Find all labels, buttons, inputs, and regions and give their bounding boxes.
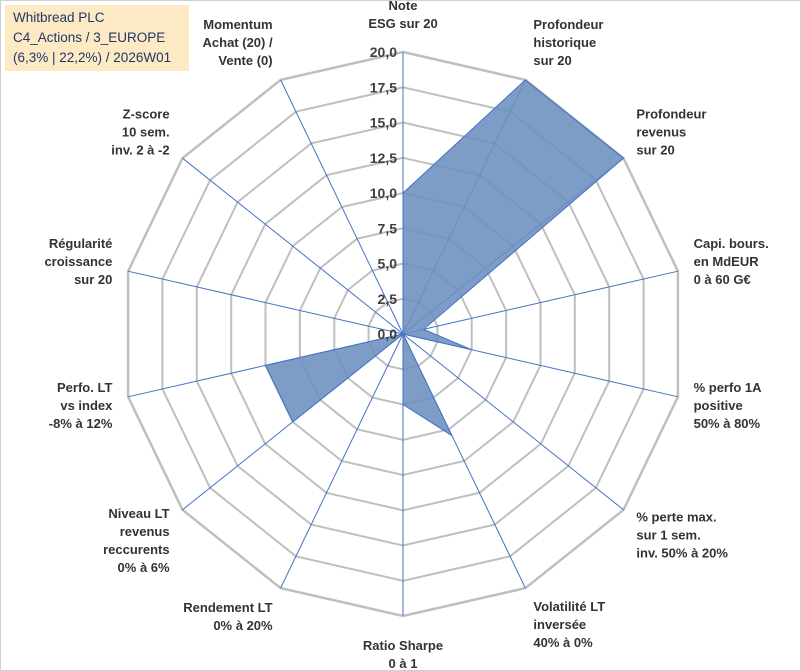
axis-label-line: sur 20 <box>636 143 674 158</box>
radar-series <box>264 79 625 437</box>
title-stats: (6,3% | 22,2%) / 2026W01 <box>13 50 172 65</box>
axis-label-line: Profondeur <box>533 17 603 32</box>
radial-tick-labels: 0,0 2,5 5,0 7,5 10,0 12,5 15,0 17,5 20,0 <box>370 44 397 342</box>
axis-label-line: revenus <box>120 524 170 539</box>
axis-label-line: revenus <box>636 125 686 140</box>
axis-label: Z-score 10 sem. inv. 2 à -2 <box>111 107 169 158</box>
tick-label: 7,5 <box>378 220 398 236</box>
axis-label-line: -8% à 12% <box>49 416 113 431</box>
axis-label: Rendement LT 0% à 20% <box>183 600 273 633</box>
tick-label: 15,0 <box>370 115 397 131</box>
axis-label-line: en MdEUR <box>694 254 760 269</box>
axis-label-line: % perfo 1A <box>694 380 763 395</box>
axis-label-line: inv. 2 à -2 <box>111 143 169 158</box>
axis-label-line: reccurents <box>103 542 169 557</box>
tick-label: 17,5 <box>370 79 397 95</box>
axis-label-line: croissance <box>44 254 112 269</box>
axis-label-line: 0 à 60 G€ <box>694 272 751 287</box>
title-company: Whitbread PLC <box>13 10 105 25</box>
axis-label: % perte max. sur 1 sem. inv. 50% à 20% <box>636 509 728 560</box>
axis-label-line: ESG sur 20 <box>368 16 437 31</box>
axis-label-line: Momentum <box>203 17 272 32</box>
axis-label-line: Vente (0) <box>218 53 272 68</box>
axis-label-line: Achat (20) / <box>203 35 273 50</box>
axis-spoke <box>402 270 679 335</box>
axis-label: Momentum Achat (20) / Vente (0) <box>203 17 273 68</box>
axis-label: Ratio Sharpe 0 à 1 <box>363 638 443 671</box>
tick-label: 2,5 <box>378 291 398 307</box>
axis-labels: Note ESG sur 20 Profondeur historique sur 20… <box>44 0 768 671</box>
title-category: C4_Actions / 3_EUROPE <box>13 30 166 45</box>
axis-label: Niveau LT revenus reccurents 0% à 6% <box>103 506 170 575</box>
axis-label-line: Note <box>389 0 418 13</box>
axis-label: Perfo. LT vs index -8% à 12% <box>49 380 113 431</box>
axis-label: Profondeur revenus sur 20 <box>636 107 706 158</box>
chart-title-box: Whitbread PLC C4_Actions / 3_EUROPE (6,3… <box>5 5 189 71</box>
axis-label-line: % perte max. <box>636 509 716 524</box>
axis-label-line: Volatilité LT <box>533 599 605 614</box>
axis-spoke <box>127 270 404 335</box>
axis-label-line: 50% à 80% <box>694 416 761 431</box>
axis-label-line: inversée <box>533 617 586 632</box>
tick-label: 20,0 <box>370 44 397 60</box>
axis-label-line: positive <box>694 398 743 413</box>
axis-label-line: historique <box>533 35 596 50</box>
axis-label-line: sur 20 <box>74 272 112 287</box>
axis-label-line: Profondeur <box>636 107 706 122</box>
axis-label-line: 0% à 6% <box>118 560 170 575</box>
axis-label: Note ESG sur 20 <box>368 0 437 31</box>
axis-label: Capi. bours. en MdEUR 0 à 60 G€ <box>694 236 769 287</box>
axis-label-line: Capi. bours. <box>694 236 769 251</box>
axis-label-line: Ratio Sharpe <box>363 638 443 653</box>
axis-label-line: Niveau LT <box>108 506 169 521</box>
axis-label-line: 0 à 1 <box>389 656 418 671</box>
axis-spoke <box>280 79 404 335</box>
axis-label-line: Z-score <box>123 107 170 122</box>
axis-label-line: Rendement LT <box>183 600 272 615</box>
axis-label-line: sur 20 <box>533 53 571 68</box>
axis-spoke <box>280 333 404 589</box>
axis-label-line: 0% à 20% <box>213 618 273 633</box>
axis-label-line: vs index <box>60 398 113 413</box>
axis-label-line: 10 sem. <box>122 125 170 140</box>
axis-label-line: Perfo. LT <box>57 380 112 395</box>
axis-label: Régularité croissance sur 20 <box>44 236 112 287</box>
tick-label: 0,0 <box>378 326 398 342</box>
axis-label: Volatilité LT inversée 40% à 0% <box>533 599 605 650</box>
tick-label: 10,0 <box>370 185 397 201</box>
axis-label: % perfo 1A positive 50% à 80% <box>694 380 763 431</box>
tick-label: 12,5 <box>370 150 397 166</box>
tick-label: 5,0 <box>378 256 398 272</box>
axis-label-line: inv. 50% à 20% <box>636 545 728 560</box>
axis-spoke <box>402 333 624 511</box>
axis-spoke <box>182 157 404 335</box>
axis-label-line: Régularité <box>49 236 113 251</box>
axis-label: Profondeur historique sur 20 <box>533 17 603 68</box>
axis-label-line: 40% à 0% <box>533 635 593 650</box>
axis-label-line: sur 1 sem. <box>636 527 700 542</box>
